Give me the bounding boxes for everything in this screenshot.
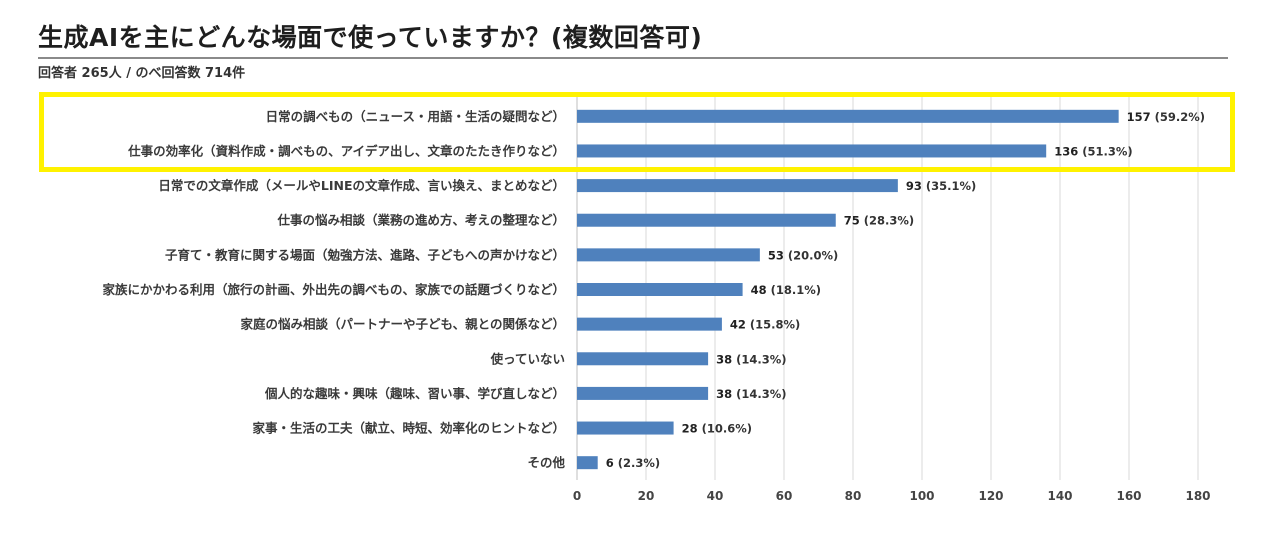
bar-10 <box>577 456 598 470</box>
value-percent-5: (18.1%) <box>771 283 821 297</box>
value-number-10: 6 <box>606 456 614 470</box>
category-label-2: 日常での文章作成（メールやLINEの文章作成、言い換え、まとめなど） <box>158 178 565 193</box>
bar-3 <box>577 213 836 227</box>
value-number-1: 136 <box>1054 144 1078 158</box>
bar-2 <box>577 179 898 193</box>
value-number-0: 157 <box>1127 110 1151 124</box>
bar-1 <box>577 144 1047 158</box>
x-tick-label-160: 160 <box>1116 489 1141 503</box>
bar-7 <box>577 352 709 366</box>
x-tick-label-140: 140 <box>1047 489 1072 503</box>
x-tick-label-80: 80 <box>845 489 862 503</box>
value-label-0: 157 (59.2%) <box>1127 110 1205 124</box>
value-percent-1: (51.3%) <box>1082 144 1132 158</box>
category-label-7: 使っていない <box>490 351 565 366</box>
value-percent-0: (59.2%) <box>1155 110 1205 124</box>
value-percent-6: (15.8%) <box>750 318 800 332</box>
title-divider <box>38 57 1228 59</box>
value-number-4: 53 <box>768 248 784 262</box>
value-percent-7: (14.3%) <box>736 352 786 366</box>
category-label-10: その他 <box>527 455 565 470</box>
value-percent-2: (35.1%) <box>926 179 976 193</box>
category-label-8: 個人的な趣味・興味（趣味、習い事、学び直しなど） <box>264 386 565 401</box>
value-percent-8: (14.3%) <box>736 387 786 401</box>
value-label-3: 75 (28.3%) <box>844 214 914 228</box>
value-percent-4: (20.0%) <box>788 248 838 262</box>
bar-4 <box>577 248 760 262</box>
x-tick-label-100: 100 <box>909 489 934 503</box>
category-label-1: 仕事の効率化（資料作成・調べもの、アイデア出し、文章のたたき作りなど） <box>127 143 565 158</box>
value-number-2: 93 <box>906 179 922 193</box>
value-label-7: 38 (14.3%) <box>716 352 786 366</box>
value-label-8: 38 (14.3%) <box>716 387 786 401</box>
category-label-6: 家庭の悩み相談（パートナーや子ども、親との関係など） <box>240 317 565 332</box>
category-label-3: 仕事の悩み相談（業務の進め方、考えの整理など） <box>276 213 565 228</box>
category-label-9: 家事・生活の工夫（献立、時短、効率化のヒントなど） <box>252 421 565 436</box>
bar-6 <box>577 317 722 331</box>
x-tick-label-60: 60 <box>776 489 793 503</box>
page-title: 生成AIを主にどんな場面で使っていますか？(複数回答可) <box>38 23 703 52</box>
value-number-5: 48 <box>751 283 767 297</box>
category-label-4: 子育て・教育に関する場面（勉強方法、進路、子どもへの声かけなど） <box>165 247 565 262</box>
value-number-7: 38 <box>716 352 732 366</box>
value-percent-10: (2.3%) <box>618 456 660 470</box>
value-number-9: 28 <box>682 422 698 436</box>
category-label-5: 家族にかかわる利用（旅行の計画、外出先の調べもの、家族での話題づくりなど） <box>102 282 565 297</box>
value-number-6: 42 <box>730 318 746 332</box>
value-percent-3: (28.3%) <box>864 214 914 228</box>
value-label-4: 53 (20.0%) <box>768 248 838 262</box>
category-label-0: 日常の調べもの（ニュース・用語・生活の疑問など） <box>266 109 565 124</box>
value-label-2: 93 (35.1%) <box>906 179 976 193</box>
bar-9 <box>577 421 674 435</box>
value-label-10: 6 (2.3%) <box>606 456 660 470</box>
x-tick-label-0: 0 <box>573 489 581 503</box>
value-label-5: 48 (18.1%) <box>751 283 821 297</box>
bar-8 <box>577 386 709 400</box>
value-number-8: 38 <box>716 387 732 401</box>
value-label-9: 28 (10.6%) <box>682 422 752 436</box>
bar-5 <box>577 283 743 296</box>
respondent-summary: 回答者 265人 / のべ回答数 714件 <box>38 66 246 81</box>
x-tick-label-180: 180 <box>1185 489 1210 503</box>
value-label-6: 42 (15.8%) <box>730 318 800 332</box>
value-percent-9: (10.6%) <box>702 422 752 436</box>
x-tick-label-120: 120 <box>978 489 1003 503</box>
value-label-1: 136 (51.3%) <box>1054 144 1132 158</box>
x-tick-label-20: 20 <box>638 489 655 503</box>
bar-0 <box>577 109 1119 123</box>
value-number-3: 75 <box>844 214 860 228</box>
x-tick-label-40: 40 <box>707 489 724 503</box>
